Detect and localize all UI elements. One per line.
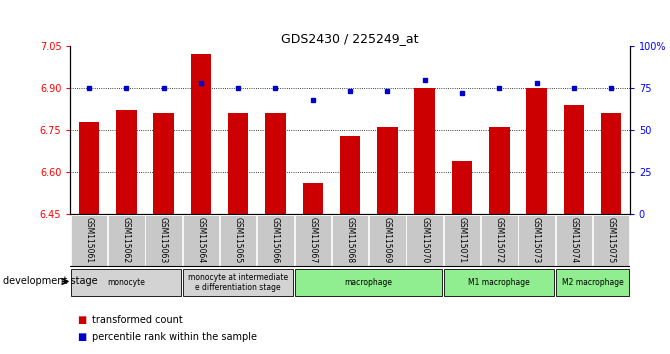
Bar: [481, 215, 517, 267]
Bar: [72, 269, 181, 296]
Title: GDS2430 / 225249_at: GDS2430 / 225249_at: [281, 32, 419, 45]
Bar: [444, 215, 480, 267]
Text: GSM115073: GSM115073: [532, 217, 541, 263]
Bar: [303, 183, 323, 214]
Text: GSM115069: GSM115069: [383, 217, 392, 263]
Bar: [601, 113, 621, 214]
Text: GSM115062: GSM115062: [122, 217, 131, 263]
Text: development stage: development stage: [3, 276, 98, 286]
Text: GSM115065: GSM115065: [234, 217, 243, 263]
Bar: [295, 269, 442, 296]
Bar: [556, 269, 628, 296]
Text: transformed count: transformed count: [92, 315, 182, 325]
Text: M1 macrophage: M1 macrophage: [468, 278, 530, 287]
Bar: [563, 105, 584, 214]
Bar: [444, 269, 554, 296]
Text: GSM115066: GSM115066: [271, 217, 280, 263]
Text: GSM115067: GSM115067: [308, 217, 318, 263]
Bar: [108, 215, 145, 267]
Bar: [340, 136, 360, 214]
Bar: [228, 113, 249, 214]
Text: percentile rank within the sample: percentile rank within the sample: [92, 332, 257, 342]
Bar: [183, 215, 219, 267]
Text: GSM115061: GSM115061: [84, 217, 94, 263]
Text: monocyte at intermediate
e differentiation stage: monocyte at intermediate e differentiati…: [188, 273, 288, 292]
Bar: [295, 215, 331, 267]
Bar: [415, 88, 435, 214]
Bar: [220, 215, 257, 267]
Text: GSM115075: GSM115075: [606, 217, 616, 263]
Bar: [145, 215, 182, 267]
Bar: [153, 113, 174, 214]
Text: GSM115072: GSM115072: [494, 217, 504, 263]
Bar: [377, 127, 397, 214]
Bar: [116, 110, 137, 214]
Text: ■: ■: [77, 315, 86, 325]
Text: GSM115064: GSM115064: [196, 217, 206, 263]
Text: M2 macrophage: M2 macrophage: [561, 278, 623, 287]
Bar: [265, 113, 285, 214]
Bar: [519, 215, 555, 267]
Bar: [555, 215, 592, 267]
Bar: [332, 215, 368, 267]
Bar: [489, 127, 509, 214]
Text: monocyte: monocyte: [107, 278, 145, 287]
Bar: [369, 215, 405, 267]
Bar: [407, 215, 443, 267]
Text: GSM115068: GSM115068: [346, 217, 354, 263]
Bar: [184, 269, 293, 296]
Text: GSM115070: GSM115070: [420, 217, 429, 263]
Bar: [257, 215, 293, 267]
Bar: [79, 122, 99, 214]
Text: GSM115063: GSM115063: [159, 217, 168, 263]
Text: ■: ■: [77, 332, 86, 342]
Bar: [71, 215, 107, 267]
Bar: [452, 161, 472, 214]
Bar: [191, 55, 211, 214]
Text: GSM115071: GSM115071: [458, 217, 466, 263]
Bar: [527, 88, 547, 214]
Text: GSM115074: GSM115074: [570, 217, 578, 263]
Bar: [593, 215, 629, 267]
Text: macrophage: macrophage: [345, 278, 393, 287]
